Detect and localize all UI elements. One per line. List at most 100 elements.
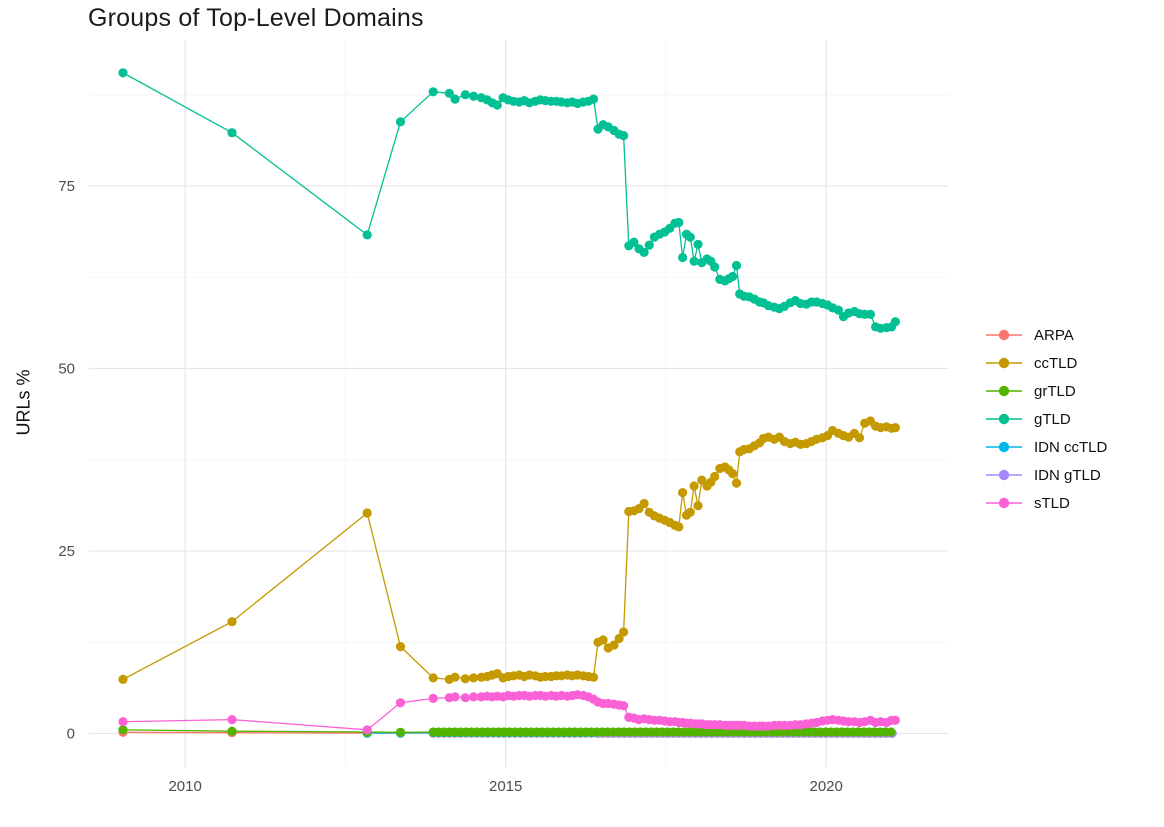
data-point bbox=[639, 247, 649, 257]
legend-item-grtld: grTLD bbox=[986, 383, 1076, 400]
data-point bbox=[731, 260, 742, 271]
data-point bbox=[886, 727, 896, 737]
legend-item-label: ccTLD bbox=[1034, 355, 1078, 372]
gridlines-minor bbox=[89, 40, 948, 767]
data-point bbox=[710, 262, 720, 272]
data-point bbox=[678, 488, 688, 498]
data-point bbox=[395, 642, 406, 652]
data-point bbox=[460, 674, 470, 684]
data-point bbox=[450, 672, 460, 682]
data-point bbox=[619, 627, 629, 637]
data-point bbox=[890, 423, 901, 433]
axis-tick-labels: 0 25 50 75 2010 2015 2020 bbox=[58, 178, 843, 795]
legend-item-label: gTLD bbox=[1034, 411, 1071, 428]
data-point bbox=[710, 471, 720, 482]
legend-item-label: sTLD bbox=[1034, 495, 1070, 512]
series-stld bbox=[118, 690, 901, 735]
data-point bbox=[428, 673, 438, 683]
legend-item-arpa: ARPA bbox=[986, 327, 1074, 344]
legend-key-dot bbox=[998, 385, 1010, 397]
y-axis-title: URLs % bbox=[13, 369, 34, 436]
y-tick-label: 0 bbox=[67, 725, 75, 742]
data-point bbox=[619, 131, 629, 141]
data-point bbox=[428, 87, 438, 97]
data-point bbox=[685, 507, 695, 517]
data-point bbox=[833, 305, 844, 315]
data-point bbox=[689, 481, 699, 491]
legend-item-cctld: ccTLD bbox=[986, 355, 1078, 372]
data-point bbox=[588, 94, 599, 104]
data-point bbox=[428, 693, 438, 704]
legend: ARPA ccTLD grTLD gTLD IDN ccTLD IDN gTLD sTLD bbox=[986, 327, 1108, 512]
chart-title: Groups of Top-Level Domains bbox=[88, 4, 424, 32]
legend-item-gtld: gTLD bbox=[986, 411, 1071, 428]
data-point bbox=[890, 317, 901, 327]
data-point bbox=[227, 726, 237, 736]
data-point bbox=[693, 239, 703, 249]
data-point bbox=[588, 672, 599, 682]
data-point bbox=[362, 230, 372, 240]
data-point bbox=[674, 522, 684, 532]
data-point bbox=[227, 128, 237, 138]
data-point bbox=[689, 256, 699, 266]
data-point bbox=[865, 309, 876, 319]
legend-key-dot bbox=[998, 469, 1010, 481]
x-tick-label: 2010 bbox=[168, 778, 201, 795]
data-point bbox=[450, 692, 460, 702]
legend-item-stld: sTLD bbox=[986, 495, 1070, 512]
data-point bbox=[685, 232, 695, 242]
data-point bbox=[629, 237, 639, 247]
legend-item-label: grTLD bbox=[1034, 383, 1076, 400]
legend-item-label: IDN ccTLD bbox=[1034, 439, 1108, 456]
data-point bbox=[362, 508, 372, 518]
data-point bbox=[644, 240, 654, 250]
data-point bbox=[469, 673, 479, 683]
y-tick-label: 75 bbox=[58, 178, 75, 195]
data-point bbox=[619, 701, 629, 711]
data-point bbox=[678, 252, 688, 263]
data-point bbox=[395, 698, 406, 708]
legend-item-idn-cctld: IDN ccTLD bbox=[986, 439, 1108, 456]
data-point bbox=[492, 100, 502, 110]
legend-key-dot bbox=[998, 329, 1010, 341]
x-tick-label: 2020 bbox=[810, 778, 843, 795]
data-point bbox=[639, 498, 649, 509]
legend-item-idn-gtld: IDN gTLD bbox=[986, 467, 1101, 484]
data-point bbox=[731, 478, 742, 488]
data-point bbox=[469, 91, 479, 101]
legend-item-label: IDN gTLD bbox=[1034, 467, 1101, 484]
data-point bbox=[395, 727, 406, 737]
data-point bbox=[697, 475, 707, 485]
data-point bbox=[609, 640, 619, 650]
data-point bbox=[728, 271, 738, 282]
data-point bbox=[118, 674, 128, 685]
data-point bbox=[227, 617, 237, 627]
data-point bbox=[674, 217, 684, 228]
data-point bbox=[890, 715, 901, 725]
data-point bbox=[614, 633, 624, 644]
legend-key-dot bbox=[998, 413, 1010, 425]
data-point bbox=[598, 635, 608, 645]
data-point bbox=[444, 88, 454, 98]
data-point bbox=[460, 90, 470, 100]
legend-item-label: ARPA bbox=[1034, 327, 1074, 344]
data-point bbox=[118, 717, 128, 727]
x-tick-label: 2015 bbox=[489, 778, 522, 795]
series-gtld bbox=[118, 68, 901, 333]
y-tick-label: 25 bbox=[58, 543, 75, 560]
legend-key-dot bbox=[998, 357, 1010, 369]
data-point bbox=[118, 68, 128, 78]
data-point bbox=[227, 715, 237, 725]
legend-key-dot bbox=[998, 497, 1010, 509]
series-cctld bbox=[118, 416, 901, 685]
data-point bbox=[469, 692, 479, 702]
legend-key-dot bbox=[998, 441, 1010, 453]
data-point bbox=[450, 94, 460, 104]
data-point bbox=[728, 469, 738, 479]
gridlines-major bbox=[89, 40, 948, 767]
data-point bbox=[118, 725, 128, 735]
data-point bbox=[854, 433, 865, 443]
data-point bbox=[460, 693, 470, 703]
